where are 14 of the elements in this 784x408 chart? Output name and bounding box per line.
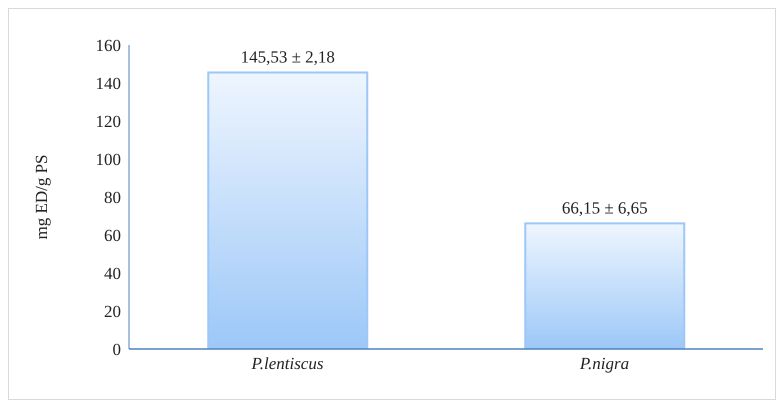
x-tick-label: P.nigra — [578, 354, 630, 374]
y-tick-label: 40 — [104, 264, 121, 284]
y-tick-label: 120 — [96, 112, 121, 132]
x-tick-label: P.lentiscus — [250, 354, 324, 374]
y-tick-label: 80 — [104, 188, 121, 208]
data-label: 66,15 ± 6,65 — [562, 198, 648, 218]
y-tick-label: 140 — [96, 74, 121, 94]
y-tick-label: 0 — [112, 340, 121, 360]
data-label: 145,53 ± 2,18 — [240, 47, 335, 66]
y-axis-title: mg ED/g PS — [32, 154, 52, 240]
y-tick-label: 160 — [96, 36, 121, 56]
y-tick-label: 100 — [96, 150, 121, 170]
y-tick-label: 20 — [104, 302, 121, 322]
y-tick-label: 60 — [104, 226, 121, 246]
